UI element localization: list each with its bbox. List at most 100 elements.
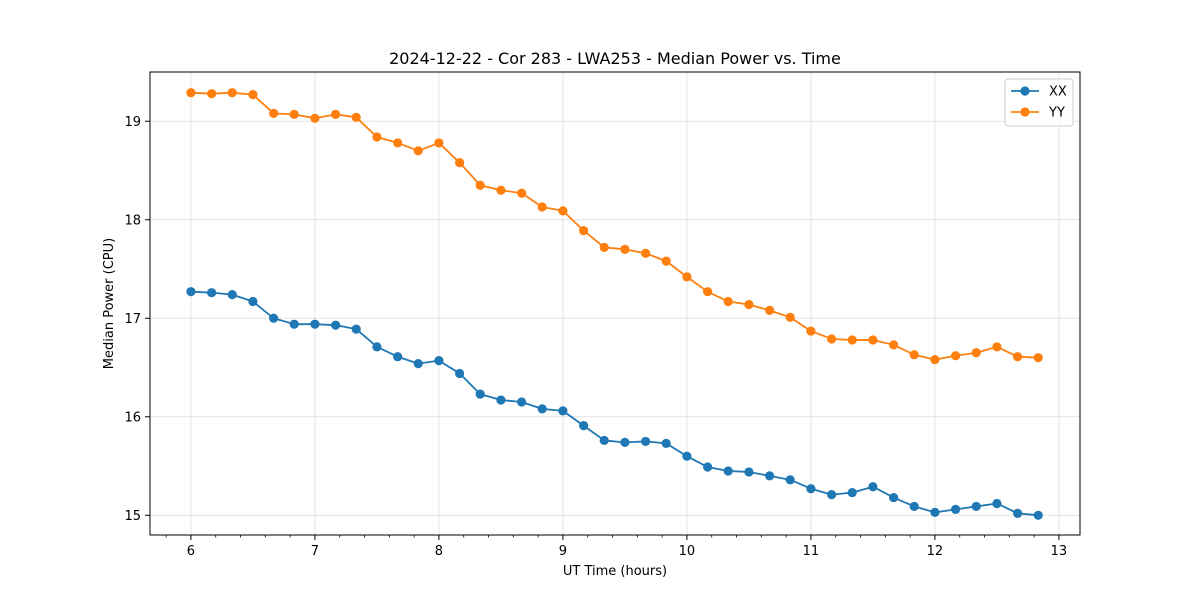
data-point-xx xyxy=(992,498,1002,509)
grid xyxy=(150,72,1080,535)
data-point-xx xyxy=(599,435,609,446)
data-point-xx xyxy=(1013,508,1023,518)
series-xx xyxy=(186,287,1043,520)
data-point-xx xyxy=(310,319,320,329)
data-point-yy xyxy=(682,272,692,282)
data-point-xx xyxy=(909,501,919,512)
data-point-xx xyxy=(951,504,961,514)
data-point-yy xyxy=(661,256,671,266)
data-point-xx xyxy=(496,395,506,405)
data-point-xx xyxy=(765,471,775,481)
legend-marker-xx xyxy=(1020,86,1030,96)
data-point-yy xyxy=(537,202,547,212)
data-point-yy xyxy=(599,242,609,252)
data-point-yy xyxy=(475,180,485,190)
y-tick-label: 18 xyxy=(124,213,141,228)
data-point-yy xyxy=(930,355,940,365)
data-point-xx xyxy=(227,290,237,300)
y-axis-label: Median Power (CPU) xyxy=(102,238,117,369)
data-point-xx xyxy=(847,488,857,498)
data-point-yy xyxy=(496,185,506,195)
data-point-yy xyxy=(186,88,196,98)
y-tick-label: 17 xyxy=(124,312,141,327)
data-point-xx xyxy=(889,492,899,503)
data-point-xx xyxy=(971,501,981,512)
data-point-yy xyxy=(765,305,775,315)
x-tick-label: 9 xyxy=(559,544,567,559)
data-point-yy xyxy=(310,113,320,123)
data-point-yy xyxy=(1013,352,1023,362)
data-point-xx xyxy=(641,436,651,447)
legend-marker-yy xyxy=(1020,107,1030,117)
data-point-yy xyxy=(413,146,423,156)
data-point-xx xyxy=(207,288,217,298)
data-point-xx xyxy=(269,313,279,323)
data-point-yy xyxy=(744,299,754,310)
y-tick-label: 16 xyxy=(124,410,141,425)
data-point-yy xyxy=(909,350,919,360)
legend-item-yy: YY xyxy=(1011,106,1065,121)
chart-title: 2024-12-22 - Cor 283 - LWA253 - Median P… xyxy=(389,49,841,68)
data-point-yy xyxy=(517,188,527,198)
data-point-yy xyxy=(971,348,981,358)
data-point-yy xyxy=(207,89,217,99)
data-point-yy xyxy=(393,138,403,148)
series-yy xyxy=(186,88,1043,365)
data-point-xx xyxy=(827,490,837,500)
data-point-xx xyxy=(661,438,671,448)
x-axis-label: UT Time (hours) xyxy=(563,564,667,579)
data-point-yy xyxy=(785,312,795,322)
data-point-xx xyxy=(517,397,527,407)
y-tick-label: 19 xyxy=(124,115,141,130)
data-point-xx xyxy=(1033,510,1043,520)
data-point-xx xyxy=(537,404,547,414)
data-point-xx xyxy=(806,484,816,494)
data-point-yy xyxy=(579,226,589,236)
data-point-xx xyxy=(393,352,403,362)
data-point-yy xyxy=(455,158,465,168)
data-point-yy xyxy=(620,244,630,254)
data-point-xx xyxy=(579,421,589,431)
data-point-xx xyxy=(475,389,485,399)
data-point-yy xyxy=(434,138,444,148)
x-tick-label: 10 xyxy=(679,544,696,559)
axis-ticks: 6 7 8 9 10 11 12 13 15 16 17 18 19 xyxy=(124,115,1067,559)
data-point-xx xyxy=(413,358,423,369)
legend-item-xx: XX xyxy=(1011,85,1067,100)
data-point-yy xyxy=(951,351,961,361)
data-point-yy xyxy=(847,335,857,345)
data-point-yy xyxy=(703,287,713,297)
data-point-yy xyxy=(372,132,382,142)
x-tick-label: 8 xyxy=(435,544,443,559)
data-point-yy xyxy=(868,335,878,345)
data-point-yy xyxy=(227,88,237,98)
data-point-xx xyxy=(723,466,733,476)
data-point-xx xyxy=(289,319,299,329)
plot-frame xyxy=(149,71,1081,536)
data-point-xx xyxy=(703,462,713,472)
data-point-xx xyxy=(620,437,630,447)
data-point-yy xyxy=(289,109,299,119)
data-point-xx xyxy=(434,356,444,366)
data-point-xx xyxy=(248,296,258,307)
data-point-yy xyxy=(806,326,816,336)
data-point-xx xyxy=(331,320,341,330)
data-point-yy xyxy=(269,108,279,118)
y-tick-label: 15 xyxy=(124,509,141,524)
data-point-xx xyxy=(455,368,465,379)
data-point-xx xyxy=(682,451,692,461)
data-point-yy xyxy=(641,248,651,258)
x-tick-label: 6 xyxy=(187,544,195,559)
data-point-xx xyxy=(868,482,878,492)
legend-label: XX xyxy=(1049,85,1067,100)
data-point-yy xyxy=(248,90,258,100)
data-point-xx xyxy=(351,324,361,334)
data-point-yy xyxy=(992,342,1002,352)
data-point-xx xyxy=(930,507,940,517)
data-point-xx xyxy=(558,406,568,416)
x-tick-label: 12 xyxy=(927,544,944,559)
legend-label: YY xyxy=(1048,106,1065,121)
x-tick-label: 11 xyxy=(803,544,820,559)
